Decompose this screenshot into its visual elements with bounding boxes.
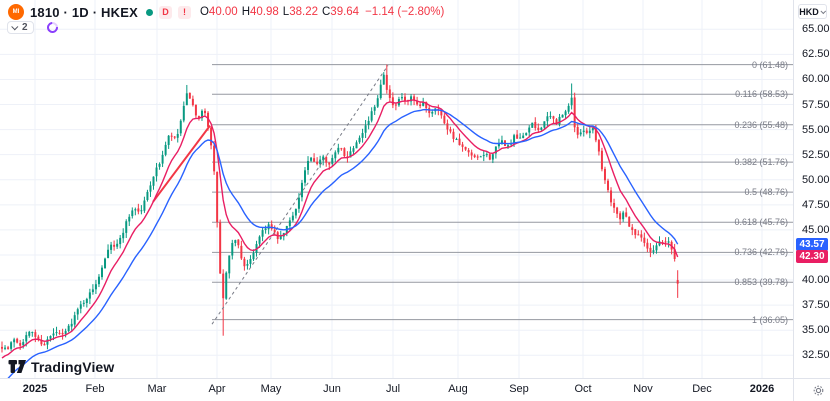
time-tick-label: Sep	[509, 383, 529, 395]
price-tick-label: 60.00	[802, 73, 830, 86]
market-status-dot-icon[interactable]	[145, 8, 153, 16]
ohlc-readout: O40.00 H40.98 L38.22 C39.64 −1.14 (−2.80…	[200, 6, 444, 18]
time-tick-label: May	[260, 383, 282, 395]
close-value: 39.64	[330, 6, 360, 18]
ma-fast-pink[interactable]	[1, 99, 679, 359]
chevron-down-icon	[11, 23, 19, 31]
symbol-title[interactable]: 1810 · 1D · HKEX	[30, 4, 138, 20]
price-tick-label: 50.00	[802, 173, 830, 186]
delayed-data-badge[interactable]: D	[158, 5, 172, 19]
time-axis-separator	[0, 378, 830, 379]
price-tick-label: 37.50	[802, 299, 830, 312]
price-tick-label: 55.00	[802, 123, 830, 136]
fib-level-label: 0.382 (51.76)	[734, 157, 788, 168]
time-tick-label: Dec	[692, 383, 712, 395]
fib-retracement-lines[interactable]	[212, 64, 793, 321]
fib-level-label: 0.618 (45.76)	[734, 217, 788, 228]
symbol-header: MI 1810 · 1D · HKEX D ! O40.00 H40.98 L3…	[8, 3, 444, 21]
low-value: 38.22	[289, 6, 318, 18]
fib-level-label: 1 (36.05)	[751, 314, 788, 325]
indicator-count: 2	[22, 22, 28, 33]
high-value: 40.98	[250, 6, 279, 18]
trend-lines[interactable]	[152, 65, 389, 325]
price-tick-label: 35.00	[802, 324, 830, 337]
price-tick-label: 52.50	[802, 148, 830, 161]
currency-selector[interactable]: HKD	[798, 4, 827, 19]
indicators-collapse-chip[interactable]: 2	[7, 21, 34, 34]
time-tick-label: Aug	[448, 383, 468, 395]
low-label: L	[282, 6, 290, 18]
time-tick-label: Apr	[208, 383, 226, 395]
time-tick-label: 2026	[749, 383, 775, 395]
refresh-spinner-icon[interactable]	[44, 19, 60, 36]
ma-slow-blue[interactable]	[2, 108, 679, 385]
tradingview-mark-icon	[8, 360, 26, 373]
change-value: −1.14 (−2.80%)	[365, 6, 445, 18]
fib-level-label: 0.736 (42.76)	[734, 247, 788, 258]
time-tick-label: Mar	[147, 383, 167, 395]
alert-badge[interactable]: !	[177, 5, 191, 19]
time-tick-label: 2025	[22, 383, 48, 395]
symbol-logo[interactable]: MI	[8, 4, 24, 20]
chart-toolbar: 2	[7, 19, 60, 36]
uptrend-line-red	[152, 124, 211, 203]
tradingview-logo[interactable]: TradingView	[8, 358, 114, 375]
fib-level-label: 0.853 (39.78)	[734, 277, 788, 288]
currency-label: HKD	[799, 6, 819, 17]
price-tick-label: 62.50	[802, 48, 830, 61]
time-tick-label: Feb	[85, 383, 105, 395]
price-tick-label: 47.50	[802, 198, 830, 211]
time-tick-label: Nov	[633, 383, 653, 395]
time-tick-label: Jun	[323, 383, 341, 395]
open-value: 40.00	[208, 6, 238, 18]
price-tick-label: 65.00	[802, 23, 830, 36]
rally-line-dashed	[211, 65, 389, 325]
price-tick-label: 40.00	[802, 274, 830, 287]
ma-value-badge: 42.30	[796, 250, 828, 264]
close-label: C	[321, 6, 331, 18]
time-tick-label: Jul	[385, 383, 401, 395]
fib-level-label: 0 (61.48)	[751, 59, 788, 70]
ma-value-badge: 43.57	[796, 237, 828, 251]
fib-level-label: 0.5 (48.76)	[744, 187, 788, 198]
high-label: H	[241, 6, 251, 18]
price-axis-separator	[793, 0, 794, 401]
price-tick-label: 32.50	[802, 349, 830, 362]
fib-level-label: 0.116 (58.53)	[735, 89, 788, 100]
grid-lines	[0, 0, 793, 378]
open-label: O	[199, 6, 209, 18]
gear-icon	[813, 385, 823, 395]
price-tick-label: 45.00	[802, 223, 830, 236]
fib-level-label: 0.236 (55.48)	[734, 119, 788, 130]
chevron-down-icon	[820, 7, 826, 14]
price-tick-label: 57.50	[802, 98, 830, 111]
time-axis-settings-button[interactable]	[809, 382, 827, 398]
tradingview-wordmark: TradingView	[31, 358, 115, 375]
time-tick-label: Oct	[574, 383, 592, 395]
